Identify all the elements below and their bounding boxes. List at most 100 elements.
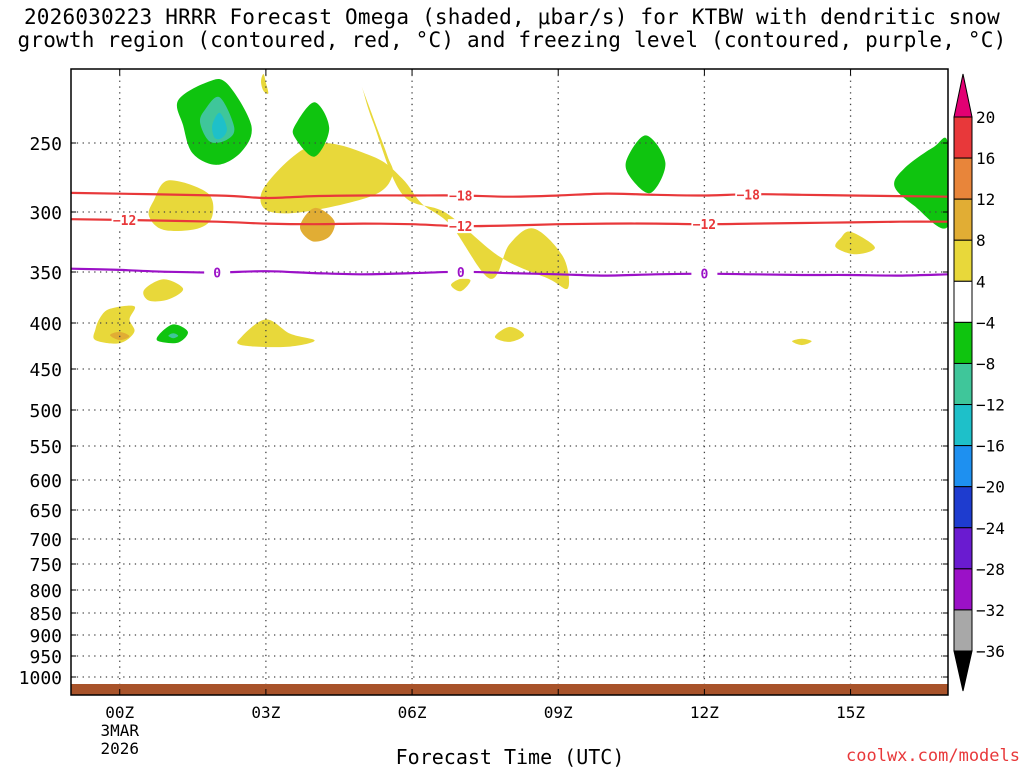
colorbar-bin--8 [953, 362, 973, 406]
colorbar-label--12: −12 [976, 396, 1005, 415]
dgz-bottom-label-2: −12 [693, 218, 716, 233]
dgz-bottom-label-1: −12 [449, 220, 472, 235]
colorbar-bin--20 [953, 486, 973, 529]
y-tick-label-750: 750 [29, 555, 62, 576]
x-tick-label-06Z: 06Z [398, 703, 427, 722]
colorbar-bin--32 [953, 609, 973, 652]
freezing-level-label-0: 0 [213, 266, 221, 281]
y-tick-label-550: 550 [29, 437, 62, 458]
colorbar-bin-12 [953, 198, 973, 241]
chart-title: 2026030223 HRRR Forecast Omega (shaded, … [0, 6, 1024, 52]
y-tick-label-300: 300 [29, 203, 62, 224]
colorbar-label--4: −4 [976, 313, 995, 332]
freezing-level-label-bg-1 [447, 264, 474, 279]
colorbar-label--24: −24 [976, 519, 1005, 538]
dgz-top-label-bg-0 [447, 188, 474, 203]
omega-region-4-8-0 [260, 86, 570, 290]
colorbar-bin-4 [953, 280, 973, 323]
x-axis-label: Forecast Time (UTC) [395, 745, 625, 769]
omega-shading [71, 73, 948, 695]
colorbar-label--8: −8 [976, 354, 995, 373]
y-tick-label-650: 650 [29, 501, 62, 522]
colorbar-label-16: 16 [976, 149, 995, 168]
omega-region-4-8-11 [792, 338, 812, 346]
colorbar-label-8: 8 [976, 231, 986, 250]
colorbar-label--20: −20 [976, 478, 1005, 497]
omega-region--8-to-12-19 [168, 333, 179, 339]
omega-region--12-to-16-14 [212, 112, 227, 140]
x-tick-year: 2026 [100, 739, 139, 758]
colorbar-bin--4 [953, 321, 973, 364]
freezing-level-label-2: 0 [700, 268, 708, 283]
y-tick-label-250: 250 [29, 134, 62, 155]
omega-region-4-8-4 [143, 279, 184, 302]
dgz-bottom-label-0: −12 [113, 214, 136, 229]
colorbar-label-4: 4 [976, 272, 986, 291]
source-credit: coolwx.com/models [846, 746, 1020, 766]
dgz-bottom-label-bg-2 [691, 217, 718, 232]
colorbar-label--32: −32 [976, 601, 1005, 620]
y-tick-label-400: 400 [29, 314, 62, 335]
omega-region--4-to-8-16 [625, 135, 666, 194]
x-tick-date: 3MAR [100, 721, 139, 740]
colorbar-label--28: −28 [976, 560, 1005, 579]
colorbar-bin--12 [953, 404, 973, 447]
x-tick-label-12Z: 12Z [690, 703, 719, 722]
colorbar-bin--16 [953, 445, 973, 488]
omega-region-4-8-9 [237, 319, 315, 348]
colorbar-label--16: −16 [976, 437, 1005, 456]
colorbar-bin-8 [953, 239, 973, 282]
dgz-top-label-0: −18 [449, 189, 473, 204]
y-tick-label-800: 800 [29, 581, 62, 602]
x-tick-label-15Z: 15Z [836, 703, 865, 722]
ground-surface [71, 684, 948, 695]
omega-region--4-to-8-15 [292, 102, 330, 157]
colorbar-bin--24 [953, 527, 973, 570]
grid-lines [71, 69, 948, 684]
y-axis: 2503003504004505005506006507007508008509… [19, 134, 948, 689]
colorbar-label-12: 12 [976, 190, 995, 209]
plot-frame [70, 68, 949, 696]
colorbar-bin--28 [953, 568, 973, 611]
dgz-top-line [71, 191, 948, 200]
colorbar-label-20: 20 [976, 108, 995, 127]
y-tick-label-900: 900 [29, 626, 62, 647]
x-tick-label-09Z: 09Z [544, 703, 573, 722]
y-tick-label-850: 850 [29, 604, 62, 625]
omega-region--4-to-8-17 [894, 137, 948, 229]
title-line-2: growth region (contoured, red, °C) and f… [17, 28, 1007, 52]
x-tick-label-03Z: 03Z [251, 703, 280, 722]
y-tick-label-600: 600 [29, 471, 62, 492]
dgz-top-label-bg-1 [735, 187, 762, 202]
freezing-level-label-bg-2 [691, 266, 718, 281]
dgz-bottom-label-bg-1 [447, 219, 474, 234]
freezing-level-label-1: 0 [457, 266, 465, 281]
colorbar-label--36: −36 [976, 642, 1005, 661]
omega-region-4-8-1 [148, 180, 214, 232]
omega-region-4-8-6 [835, 231, 875, 255]
freezing-level-label-bg-0 [204, 265, 231, 280]
colorbar-bottom-arrow [953, 650, 973, 692]
colorbar-top-arrow [953, 73, 973, 118]
omega-colorbar: 20 16 12 8 4 −4 −8 −12 −16 −20 −24 −28 −32 −36 [953, 73, 1005, 692]
y-tick-label-450: 450 [29, 360, 62, 381]
dgz-bottom-line [71, 218, 948, 228]
y-tick-label-500: 500 [29, 401, 62, 422]
omega-region-4-8-10 [494, 326, 525, 342]
y-tick-label-700: 700 [29, 530, 62, 551]
omega-region-4-8-2 [261, 73, 269, 94]
omega-region-4-8-5 [451, 278, 471, 292]
temperature-contours: −18 −18 −12 −12 −12 0 0 0 [71, 187, 948, 283]
y-tick-label-950: 950 [29, 647, 62, 668]
y-tick-label-350: 350 [29, 263, 62, 284]
colorbar-bin-20 [953, 116, 973, 159]
title-line-1: 2026030223 HRRR Forecast Omega (shaded, … [23, 5, 1001, 29]
colorbar-bin-16 [953, 157, 973, 200]
dgz-top-label-1: −18 [736, 188, 760, 203]
x-tick-label-00Z: 00Z [105, 703, 134, 722]
freezing-level-line [71, 267, 948, 277]
y-tick-label-1000: 1000 [19, 668, 62, 689]
dgz-bottom-label-bg-0 [111, 212, 138, 227]
